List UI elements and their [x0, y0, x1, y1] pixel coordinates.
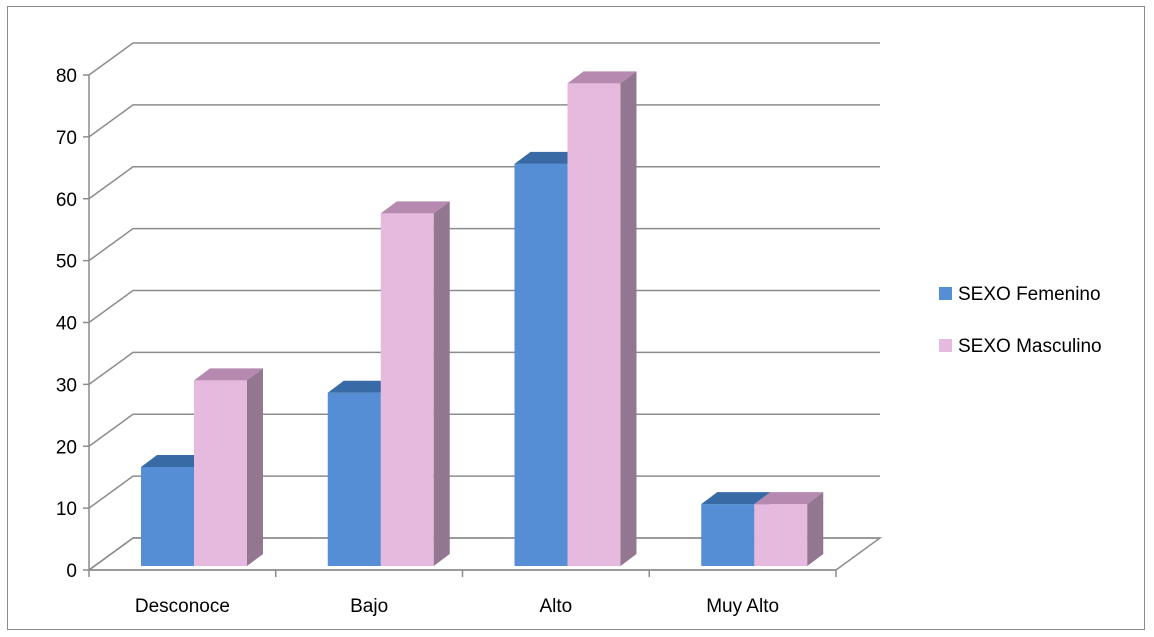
legend-swatch: [939, 339, 952, 352]
bar-top: [380, 201, 450, 214]
chart-frame: 0 10 20 30 40 50 60 70 80 Desconoce Bajo Alto Muy A…: [7, 6, 1145, 630]
bar-top: [514, 151, 584, 164]
bar-top: [194, 368, 263, 381]
y-tick-label: 70: [56, 128, 77, 149]
x-tick-label: Desconoce: [135, 596, 230, 617]
bar-front: [380, 213, 434, 566]
bar-chart: 0 10 20 30 40 50 60 70 80 Desconoce Bajo Alto Muy A…: [56, 42, 1102, 617]
gridline: [88, 42, 880, 76]
gridline: [88, 227, 880, 262]
bar-top: [701, 492, 771, 505]
bar-top: [754, 492, 824, 505]
x-tick-label: Muy Alto: [706, 596, 779, 617]
gridlines: [88, 42, 880, 571]
bar-top: [141, 455, 210, 467]
legend-label: SEXO Femenino: [958, 284, 1101, 305]
bar: [754, 492, 824, 566]
gridline: [88, 166, 880, 200]
gridline: [88, 104, 880, 138]
bar-side: [620, 71, 637, 566]
bar: [380, 201, 450, 566]
bar-side: [807, 492, 824, 566]
bar-front: [514, 163, 568, 566]
bar-front: [327, 392, 381, 566]
bar-front: [701, 504, 755, 566]
axes: [83, 74, 837, 577]
bar-side: [247, 368, 263, 566]
y-tick-label: 40: [56, 314, 77, 335]
y-tick-label: 20: [56, 437, 77, 458]
bar-front: [754, 504, 808, 566]
bars: [141, 71, 824, 566]
y-tick-label: 0: [66, 561, 77, 582]
y-tick-label: 80: [56, 66, 77, 87]
bar-top: [327, 380, 397, 393]
bar-side: [433, 201, 450, 566]
y-tick-label: 30: [56, 375, 77, 396]
x-tick-label: Alto: [540, 596, 573, 617]
bar: [194, 368, 263, 566]
bar: [567, 71, 637, 566]
y-tick-label: 50: [56, 252, 77, 273]
bar-front: [567, 83, 621, 566]
y-tick-label: 10: [56, 499, 77, 520]
y-tick-label: 60: [56, 190, 77, 211]
x-tick-labels: Desconoce Bajo Alto Muy Alto: [135, 596, 779, 617]
gridline: [88, 289, 880, 324]
legend-swatch: [939, 287, 952, 300]
bar-top: [567, 71, 637, 84]
legend: SEXO Femenino SEXO Masculino: [939, 284, 1102, 357]
bar-front: [194, 380, 247, 566]
y-tick-labels: 0 10 20 30 40 50 60 70 80: [56, 66, 77, 582]
bar-front: [141, 467, 194, 566]
x-tick-label: Bajo: [350, 596, 388, 617]
legend-label: SEXO Masculino: [958, 336, 1102, 357]
